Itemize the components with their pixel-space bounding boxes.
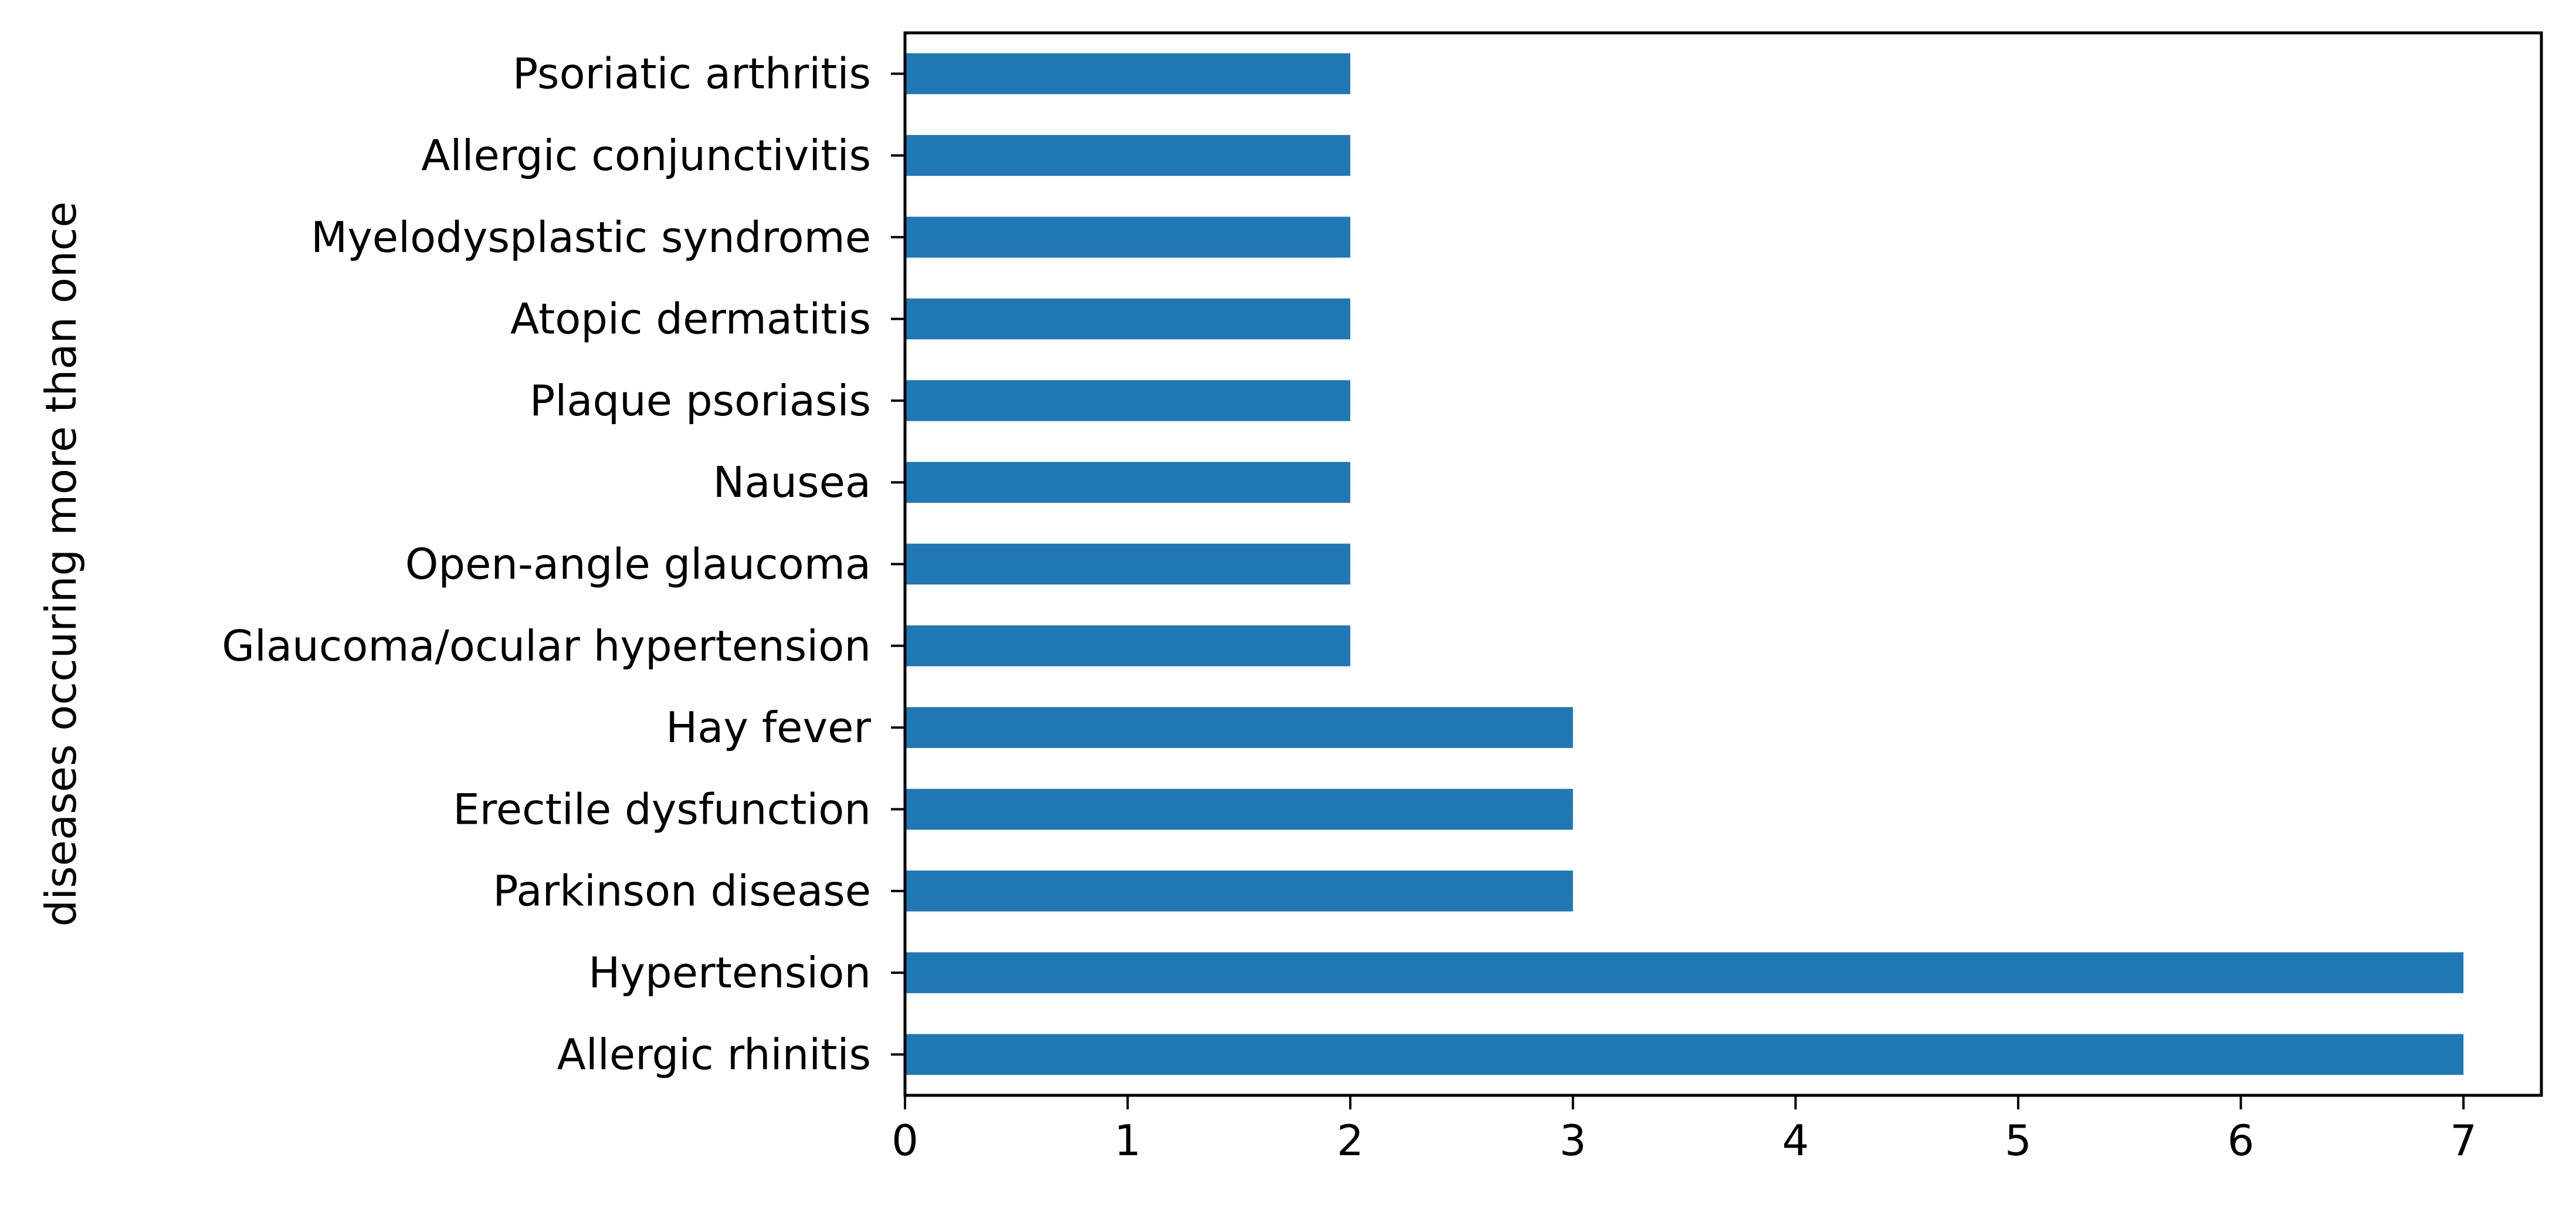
x-tick-label-4: 4 [1782, 1116, 1809, 1165]
bar-allergic-conjunctivitis [905, 135, 1351, 176]
bar-erectile-dysfunction [905, 788, 1573, 830]
bar-hay-fever [905, 707, 1573, 748]
bar-parkinson-disease [905, 870, 1573, 912]
x-tick-label-1: 1 [1114, 1116, 1141, 1165]
bar-glaucoma-ocular-hypertension [905, 625, 1351, 666]
bar-myelodysplastic-syndrome [905, 216, 1351, 258]
y-tick-label-nausea: Nausea [713, 458, 871, 507]
bar-nausea [905, 462, 1351, 503]
bar-plaque-psoriasis [905, 380, 1351, 421]
y-tick-label-hypertension: Hypertension [588, 948, 871, 997]
y-tick-label-psoriatic-arthritis: Psoriatic arthritis [513, 49, 871, 99]
x-tick-label-7: 7 [2450, 1116, 2477, 1165]
y-tick-label-parkinson-disease: Parkinson disease [493, 867, 871, 916]
y-tick-label-myelodysplastic-syndrome: Myelodysplastic syndrome [311, 212, 871, 262]
y-ticks-group: Allergic rhinitis Hypertension Parkinson d… [222, 49, 905, 1079]
y-tick-label-plaque-psoriasis: Plaque psoriasis [530, 376, 871, 425]
plot-frame [903, 31, 2543, 1097]
y-tick-label-erectile-dysfunction: Erectile dysfunction [453, 784, 871, 834]
bar-open-angle-glaucoma [905, 543, 1351, 585]
x-tick-label-3: 3 [1560, 1116, 1587, 1165]
x-ticks-group: 0 1 2 3 4 5 6 7 [892, 1095, 2477, 1165]
y-tick-label-open-angle-glaucoma: Open-angle glaucoma [405, 540, 871, 589]
bar-atopic-dermatitis [905, 298, 1351, 340]
x-tick-label-0: 0 [892, 1116, 918, 1165]
y-tick-label-allergic-conjunctivitis: Allergic conjunctivitis [421, 131, 871, 180]
x-tick-label-5: 5 [2005, 1116, 2032, 1165]
bar-hypertension [905, 952, 2464, 993]
y-tick-label-atopic-dermatitis: Atopic dermatitis [510, 295, 871, 344]
y-tick-label-glaucoma-ocular-hypertension: Glaucoma/ocular hypertension [222, 621, 871, 671]
y-tick-label-hay-fever: Hay fever [666, 703, 871, 752]
bar-psoriatic-arthritis [905, 53, 1351, 94]
x-tick-label-2: 2 [1337, 1116, 1364, 1165]
y-tick-label-allergic-rhinitis: Allergic rhinitis [557, 1030, 871, 1079]
bar-allergic-rhinitis [905, 1034, 2464, 1075]
x-tick-label-6: 6 [2228, 1116, 2255, 1165]
bars-group [905, 53, 2464, 1075]
y-axis-title: diseases occuring more than once [36, 202, 86, 927]
